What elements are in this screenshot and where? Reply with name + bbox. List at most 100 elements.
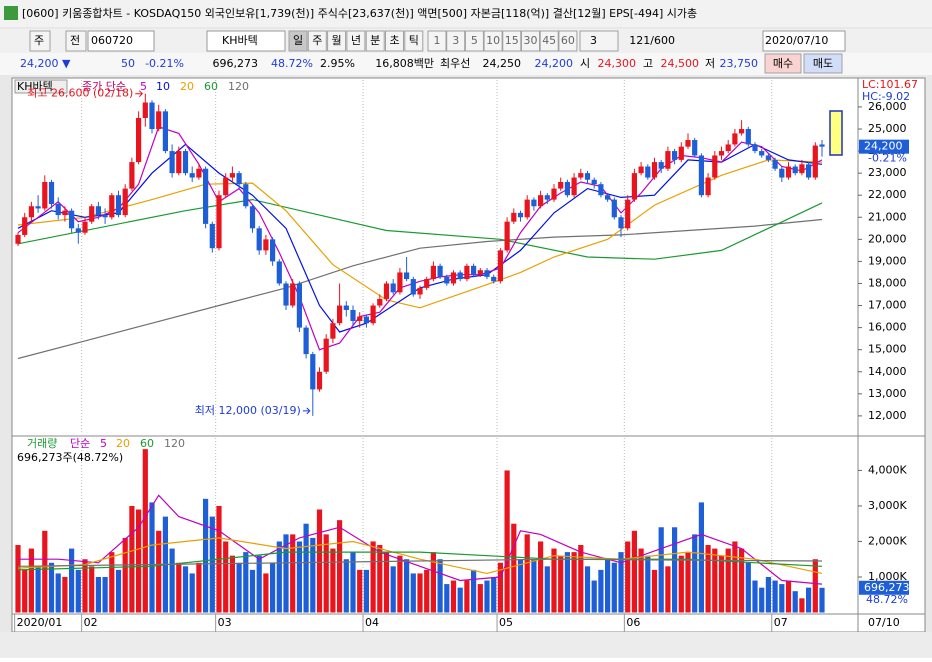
candle-body: [229, 173, 235, 178]
volume-bar: [484, 580, 490, 613]
minute-button[interactable]: [427, 30, 447, 52]
low-note: 최저 12,000 (03/19): [195, 404, 301, 417]
minute-button[interactable]: [446, 30, 466, 52]
volume-bar: [819, 587, 825, 613]
interval-button[interactable]: [404, 30, 424, 52]
candle-body: [196, 168, 202, 178]
candle-body: [544, 195, 550, 200]
volume-bar: [645, 555, 651, 613]
candle-body: [792, 166, 798, 174]
moving-average: [17, 143, 823, 333]
minute-button[interactable]: [558, 30, 578, 52]
volume-bar: [571, 552, 577, 613]
volume-bar: [303, 523, 309, 613]
volume-bar: [705, 545, 711, 613]
volume-bar: [55, 573, 61, 613]
volume-bar: [156, 530, 162, 613]
candle-body: [136, 117, 142, 163]
y-tick-label: 20,000: [868, 232, 907, 245]
candle-body: [323, 338, 329, 372]
prev-button[interactable]: [65, 30, 87, 52]
quote-low: 23,750: [720, 57, 759, 70]
minute: 45: [542, 34, 556, 47]
last-volume: 696,273: [864, 581, 910, 594]
minute-button[interactable]: [521, 30, 540, 52]
candle-body: [484, 270, 490, 277]
minute-button[interactable]: [483, 30, 503, 52]
y-tick-label: 18,000: [868, 276, 907, 289]
volume-bar: [792, 591, 798, 613]
volume-bar: [718, 555, 725, 613]
interval-button[interactable]: [327, 30, 347, 52]
sell-button[interactable]: [803, 53, 843, 74]
candle-body: [397, 272, 403, 293]
interval-button[interactable]: [288, 30, 308, 52]
volume-bar: [95, 576, 101, 613]
interval-button[interactable]: [385, 30, 404, 52]
candle-body: [182, 151, 189, 174]
volume-bar: [62, 576, 68, 613]
volume-bar: [471, 569, 477, 613]
volume-bar: [712, 548, 718, 613]
interval-button[interactable]: [346, 30, 366, 52]
candle-body: [571, 177, 577, 196]
candle-body: [203, 168, 209, 224]
period-button[interactable]: [29, 30, 51, 52]
y-tick-label: 21,000: [868, 210, 907, 223]
volume-bar: [330, 548, 336, 613]
y-tick-label: 14,000: [868, 365, 907, 378]
minute: 3: [452, 34, 459, 47]
candle-body: [745, 128, 751, 145]
volume-bar: [196, 562, 202, 613]
volume-bar: [283, 534, 289, 613]
candle-body: [69, 210, 75, 229]
minute-button[interactable]: [464, 30, 484, 52]
candle-body: [303, 327, 309, 355]
volume-moving-average: [18, 494, 823, 585]
candle-body: [665, 151, 671, 169]
candle-body: [739, 128, 745, 134]
minute-button[interactable]: [502, 30, 522, 52]
high-arrow: [135, 90, 144, 98]
volume-bar: [249, 569, 256, 613]
legend-entry: 5: [100, 437, 107, 450]
stock-name: KH바텍: [222, 34, 258, 47]
sell[interactable]: 매도: [813, 57, 833, 70]
candle-body: [759, 151, 765, 156]
interval: 년: [351, 34, 361, 47]
minute-button[interactable]: [539, 30, 559, 52]
volume-bar: [223, 541, 229, 613]
candle-body: [35, 206, 41, 209]
x-tick-label: 04: [365, 616, 379, 629]
volume-bar: [122, 537, 128, 613]
count-box[interactable]: [579, 30, 619, 52]
interval-button[interactable]: [365, 30, 385, 52]
volume-title: 거래량: [27, 437, 57, 450]
buy[interactable]: 매수: [773, 57, 793, 70]
prev: 전: [70, 34, 80, 47]
app-icon: [4, 6, 18, 20]
volume-bar: [109, 552, 115, 613]
volume-bar: [82, 559, 88, 613]
candle-body: [631, 173, 637, 200]
candle-body: [410, 279, 416, 295]
candle-body: [551, 188, 557, 200]
code-input[interactable]: [87, 30, 155, 52]
interval-button[interactable]: [307, 30, 327, 52]
volume-bar: [182, 566, 189, 613]
candle-body: [28, 206, 34, 218]
volume-bar: [517, 559, 524, 613]
x-tick-label: 06: [626, 616, 640, 629]
legend-entry: 120: [228, 80, 249, 93]
volume-bar: [450, 580, 457, 613]
y-tick-label: 22,000: [868, 188, 907, 201]
volume-bar: [658, 527, 664, 613]
minute: 10: [486, 34, 500, 47]
volume-bar: [149, 502, 155, 613]
y-tick-label: 4,000K: [868, 463, 907, 476]
interval: 초: [389, 34, 399, 47]
date-input[interactable]: [762, 30, 846, 52]
buy-button[interactable]: [764, 53, 802, 74]
volume-bar: [35, 566, 41, 613]
volume-bar: [404, 559, 410, 613]
